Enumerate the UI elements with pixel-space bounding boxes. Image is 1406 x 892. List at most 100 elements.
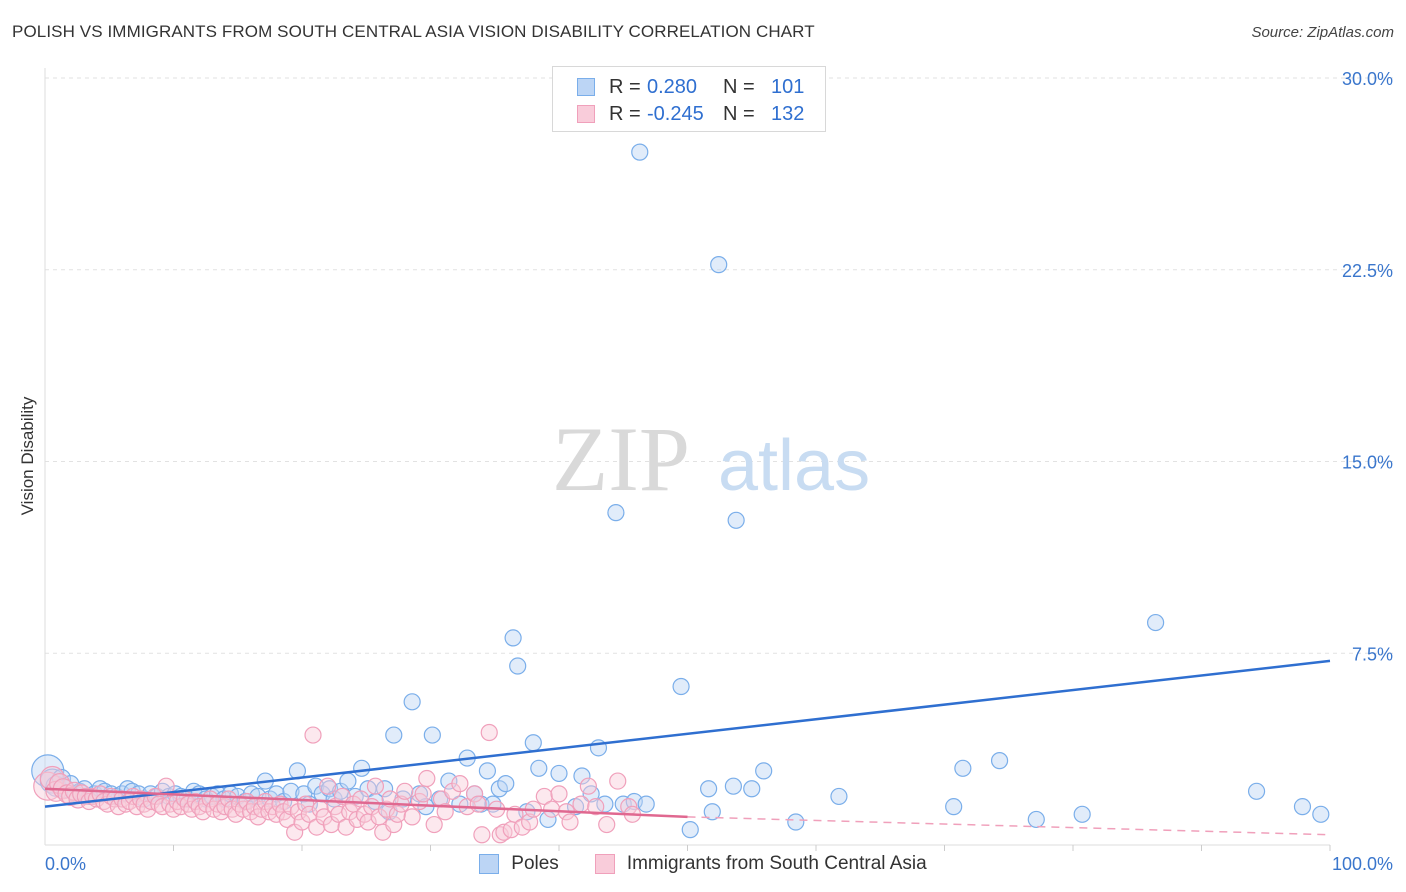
immigrants-point xyxy=(396,782,414,800)
immigrants-point xyxy=(219,790,238,808)
poles-point xyxy=(787,813,805,831)
legend-swatch-poles xyxy=(479,854,500,874)
legend-r-value-immigrants: -0.245 xyxy=(647,102,704,125)
poles-point xyxy=(672,677,690,696)
poles-point xyxy=(1312,805,1330,823)
immigrants-point xyxy=(521,813,539,831)
poles-point xyxy=(478,762,497,780)
poles-point xyxy=(743,780,761,798)
poles-point xyxy=(990,752,1009,770)
poles-point xyxy=(830,787,848,806)
immigrants-point xyxy=(388,805,407,823)
legend-n-label: N = xyxy=(723,102,755,125)
poles-point xyxy=(607,504,625,522)
poles-point xyxy=(353,759,371,777)
immigrants-point xyxy=(330,805,348,823)
trend-line-immigrants-extrapolated xyxy=(687,816,1331,836)
x-tick-label-min: 0.0% xyxy=(45,854,86,874)
immigrants-point xyxy=(598,815,616,834)
poles-point xyxy=(631,143,649,161)
trend-line-immigrants xyxy=(44,787,688,819)
immigrants-point xyxy=(473,826,491,844)
immigrants-point xyxy=(425,815,443,834)
legend-n-value-poles: 101 xyxy=(771,75,805,98)
immigrants-point xyxy=(403,808,421,826)
immigrants-point xyxy=(543,800,561,818)
legend-item-immigrants: Immigrants from South Central Asia xyxy=(594,853,927,875)
immigrants-point xyxy=(451,775,469,793)
legend-item-poles: Poles xyxy=(479,853,559,875)
poles-point xyxy=(637,795,655,813)
series-immigrants-points xyxy=(33,723,642,844)
series-legend: Poles Immigrants from South Central Asia xyxy=(0,852,1406,876)
y-tick-label: 22.5% xyxy=(1342,261,1393,281)
legend-label-immigrants: Immigrants from South Central Asia xyxy=(626,853,927,874)
legend-r-label: R = xyxy=(609,75,641,98)
poles-point xyxy=(710,256,728,274)
immigrants-point xyxy=(609,772,627,790)
poles-point xyxy=(524,734,542,752)
poles-point xyxy=(1247,782,1266,800)
watermark-zip: ZIP xyxy=(552,408,690,510)
poles-point xyxy=(573,767,591,785)
immigrants-point xyxy=(300,805,318,823)
poles-point xyxy=(755,762,773,780)
poles-point xyxy=(724,777,742,795)
immigrants-point xyxy=(418,769,436,788)
legend-r-label: R = xyxy=(609,102,641,125)
poles-point xyxy=(385,726,403,744)
immigrants-point xyxy=(319,777,337,795)
immigrants-point xyxy=(535,787,553,806)
immigrants-point xyxy=(436,803,454,821)
immigrants-point xyxy=(579,777,597,795)
poles-point xyxy=(727,511,745,529)
legend-r-value-poles: 0.280 xyxy=(647,75,698,98)
y-tick-label: 15.0% xyxy=(1342,453,1393,473)
immigrants-point xyxy=(469,795,487,813)
legend-swatch-poles xyxy=(577,78,595,96)
poles-point xyxy=(945,798,963,816)
y-axis-label: Vision Disability xyxy=(18,396,37,516)
poles-point xyxy=(954,759,972,777)
immigrants-point xyxy=(366,777,385,795)
tick-labels: 7.5% 15.0% 22.5% 30.0% 0.0% 100.0% xyxy=(45,69,1393,874)
poles-point xyxy=(550,764,568,783)
trend-lines xyxy=(44,659,1331,836)
trend-line-poles xyxy=(44,659,1331,808)
poles-point xyxy=(1147,613,1165,632)
poles-point xyxy=(700,780,718,798)
immigrants-point xyxy=(385,815,403,834)
poles-point xyxy=(320,780,339,798)
immigrants-point xyxy=(561,813,579,831)
poles-point xyxy=(1027,810,1045,829)
poles-point xyxy=(509,657,527,675)
immigrants-point xyxy=(572,795,590,813)
poles-point xyxy=(1073,805,1091,823)
legend-n-value-immigrants: 132 xyxy=(771,102,805,125)
poles-point xyxy=(1293,798,1312,816)
correlation-legend: R = 0.280 N = 101 R = -0.245 N = 132 xyxy=(552,66,826,132)
legend-swatch-immigrants xyxy=(577,105,595,123)
legend-label-poles: Poles xyxy=(511,853,559,874)
poles-point xyxy=(681,821,699,839)
y-tick-label: 7.5% xyxy=(1352,644,1393,664)
immigrants-point xyxy=(304,726,322,744)
legend-row-immigrants: R = -0.245 N = 132 xyxy=(577,102,804,126)
chart-title: POLISH VS IMMIGRANTS FROM SOUTH CENTRAL … xyxy=(12,22,815,41)
poles-point xyxy=(497,775,515,793)
poles-point xyxy=(703,803,721,821)
watermark-atlas: atlas xyxy=(718,426,870,506)
source-credit: Source: ZipAtlas.com xyxy=(1251,24,1394,41)
legend-n-label: N = xyxy=(723,75,755,98)
immigrants-point xyxy=(465,785,484,803)
immigrants-point xyxy=(587,798,605,816)
immigrants-point xyxy=(550,785,568,803)
immigrants-point xyxy=(480,723,498,742)
poles-point xyxy=(339,772,357,790)
poles-point xyxy=(403,693,421,711)
poles-point xyxy=(423,726,441,744)
poles-point xyxy=(440,772,458,790)
immigrants-point xyxy=(61,786,81,807)
y-tick-label: 30.0% xyxy=(1342,69,1393,89)
legend-row-poles: R = 0.280 N = 101 xyxy=(577,75,804,99)
